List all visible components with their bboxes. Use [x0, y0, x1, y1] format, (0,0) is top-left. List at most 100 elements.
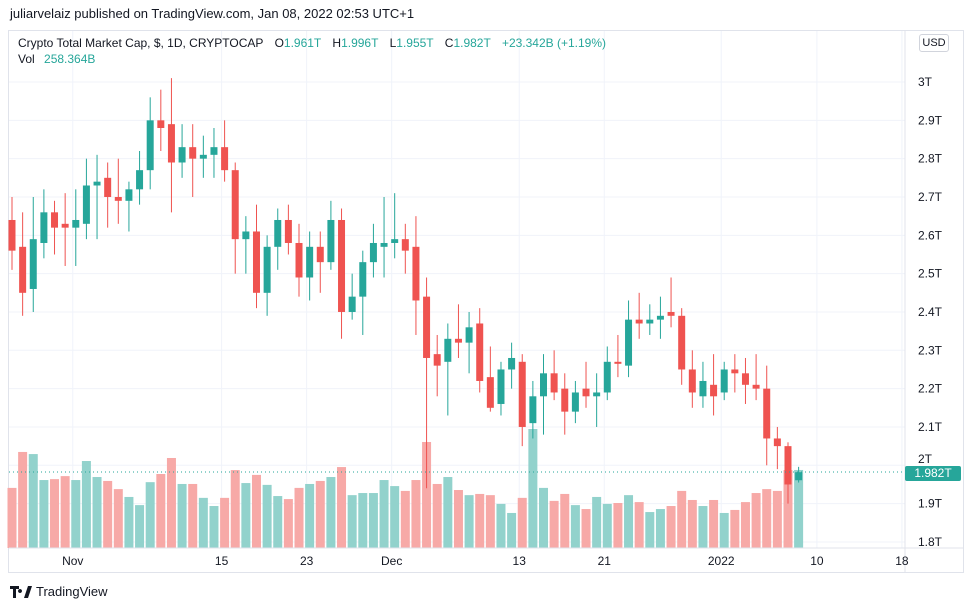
candle[interactable]	[242, 216, 250, 274]
candle[interactable]	[571, 380, 579, 424]
candle[interactable]	[284, 204, 292, 255]
candle-body	[263, 246, 271, 293]
candle[interactable]	[710, 354, 718, 416]
volume-bar	[496, 503, 506, 548]
candle[interactable]	[72, 189, 80, 266]
candle[interactable]	[731, 354, 739, 393]
candle-body	[476, 323, 484, 381]
candle[interactable]	[93, 154, 101, 240]
candle[interactable]	[540, 354, 547, 435]
candle[interactable]	[423, 277, 431, 489]
candle[interactable]	[752, 354, 760, 401]
candle[interactable]	[380, 196, 388, 278]
candle[interactable]	[316, 231, 324, 293]
candle[interactable]	[146, 97, 154, 190]
candle[interactable]	[369, 223, 377, 278]
candle[interactable]	[136, 150, 144, 205]
volume-bar	[698, 506, 708, 548]
currency-button[interactable]: USD	[919, 34, 949, 52]
candle[interactable]	[593, 373, 601, 427]
candle[interactable]	[327, 200, 335, 270]
candle[interactable]	[338, 208, 346, 339]
candle[interactable]	[51, 200, 59, 255]
candle[interactable]	[295, 223, 303, 297]
candle[interactable]	[688, 350, 696, 408]
candle[interactable]	[603, 346, 611, 401]
candle-body	[741, 373, 749, 385]
candle-body	[593, 392, 601, 397]
candle[interactable]	[125, 181, 133, 232]
candle[interactable]	[391, 193, 399, 259]
candle[interactable]	[465, 311, 473, 374]
candle[interactable]	[210, 127, 218, 178]
candle-body	[72, 219, 80, 228]
candle[interactable]	[412, 216, 420, 335]
candle-body	[146, 120, 154, 171]
candle[interactable]	[8, 196, 16, 270]
candle[interactable]	[720, 361, 728, 401]
candle[interactable]	[29, 196, 37, 312]
candle[interactable]	[114, 158, 122, 224]
candle[interactable]	[476, 308, 484, 393]
candle[interactable]	[625, 300, 633, 378]
candle[interactable]	[454, 304, 462, 358]
candle[interactable]	[252, 204, 260, 309]
candle[interactable]	[699, 361, 707, 408]
volume-bar	[368, 493, 378, 548]
candle[interactable]	[741, 357, 749, 404]
candle[interactable]	[274, 208, 282, 270]
candle[interactable]	[773, 426, 781, 470]
candle[interactable]	[518, 354, 526, 447]
candle[interactable]	[157, 89, 165, 151]
volume-bar	[475, 493, 485, 548]
candle[interactable]	[763, 365, 771, 466]
candle[interactable]	[82, 158, 90, 240]
volume-bar	[709, 499, 719, 548]
candle[interactable]	[646, 304, 654, 335]
candle-body	[540, 373, 547, 397]
candle[interactable]	[199, 135, 207, 178]
candle[interactable]	[582, 361, 590, 408]
candle[interactable]	[529, 380, 537, 439]
candle[interactable]	[167, 78, 175, 213]
candle[interactable]	[306, 231, 314, 301]
candle[interactable]	[561, 373, 569, 435]
candle[interactable]	[508, 342, 516, 389]
candle[interactable]	[433, 334, 441, 397]
candle[interactable]	[19, 212, 27, 316]
candle[interactable]	[444, 323, 452, 416]
candle[interactable]	[497, 361, 505, 416]
candle[interactable]	[189, 124, 197, 197]
y-tick-label: 3T	[918, 75, 933, 89]
candle[interactable]	[795, 466, 803, 483]
candle[interactable]	[104, 162, 112, 228]
candle[interactable]	[221, 120, 229, 182]
candle[interactable]	[178, 124, 186, 178]
tradingview-brand[interactable]: TradingView	[10, 584, 108, 599]
candle[interactable]	[614, 334, 622, 378]
candle[interactable]	[401, 223, 409, 274]
y-tick-label: 2.2T	[918, 382, 943, 396]
candle[interactable]	[486, 346, 494, 412]
candle[interactable]	[635, 292, 643, 339]
candle[interactable]	[656, 296, 664, 339]
candle[interactable]	[348, 273, 356, 320]
volume-bar	[422, 441, 432, 548]
candle[interactable]	[263, 235, 271, 316]
candle[interactable]	[784, 442, 792, 504]
candle[interactable]	[667, 277, 675, 328]
volume-bar	[794, 469, 804, 548]
volume-bar	[39, 480, 49, 548]
candle-body	[306, 246, 314, 278]
candle[interactable]	[678, 308, 686, 385]
candle[interactable]	[61, 193, 69, 266]
candle[interactable]	[550, 350, 558, 401]
candle[interactable]	[359, 250, 367, 335]
candle-body	[316, 246, 324, 263]
candle[interactable]	[231, 162, 239, 274]
open-label: O	[274, 36, 284, 50]
volume-bar	[337, 467, 347, 548]
volume-bar	[198, 497, 208, 548]
candle[interactable]	[40, 189, 48, 259]
